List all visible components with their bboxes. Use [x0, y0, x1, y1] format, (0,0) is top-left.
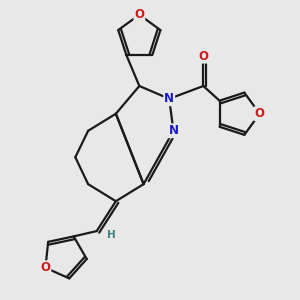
Text: O: O: [255, 107, 265, 120]
Text: N: N: [164, 92, 174, 105]
Text: O: O: [198, 50, 208, 63]
Text: O: O: [134, 8, 144, 21]
Text: N: N: [169, 124, 178, 137]
Text: O: O: [40, 261, 50, 274]
Text: H: H: [107, 230, 116, 240]
